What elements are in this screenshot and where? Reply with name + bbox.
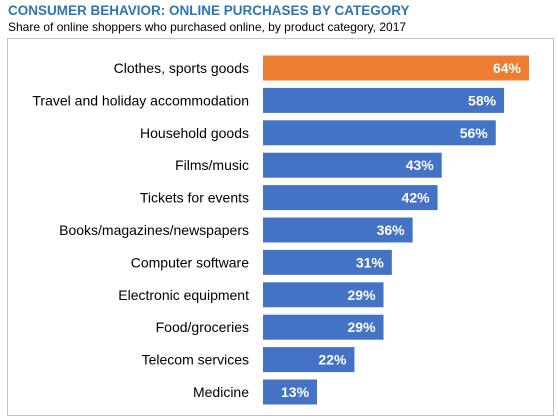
- data-label-travel-and-holiday-accommodation: 58%: [468, 92, 497, 108]
- data-label-medicine: 13%: [281, 384, 310, 400]
- bar-films-music: [263, 152, 442, 178]
- category-label-films-music: Films/music: [175, 157, 249, 173]
- bar-electronic-equipment: [263, 282, 384, 308]
- chart-frame: [7, 38, 554, 416]
- category-label-telecom-services: Telecom services: [142, 352, 249, 368]
- category-label-books-magazines-newspapers: Books/magazines/newspapers: [59, 222, 249, 238]
- bar-clothes-sports-goods: [263, 55, 529, 81]
- data-label-films-music: 43%: [406, 157, 435, 173]
- bar-telecom-services: [263, 347, 355, 373]
- data-label-food-groceries: 29%: [348, 319, 377, 335]
- category-label-tickets-for-events: Tickets for events: [140, 190, 249, 206]
- bar-books-magazines-newspapers: [263, 217, 413, 243]
- category-label-clothes-sports-goods: Clothes, sports goods: [114, 60, 249, 76]
- category-label-electronic-equipment: Electronic equipment: [118, 287, 249, 303]
- data-label-tickets-for-events: 42%: [402, 190, 431, 206]
- bar-household-goods: [263, 120, 496, 146]
- data-label-books-magazines-newspapers: 36%: [377, 222, 406, 238]
- bar-computer-software: [263, 249, 392, 275]
- chart-subtitle: Share of online shoppers who purchased o…: [8, 20, 407, 34]
- data-label-household-goods: 56%: [460, 125, 489, 141]
- category-label-medicine: Medicine: [193, 384, 249, 400]
- chart-title: CONSUMER BEHAVIOR: ONLINE PURCHASES BY C…: [8, 3, 410, 18]
- bar-travel-and-holiday-accommodation: [263, 87, 505, 113]
- bar-tickets-for-events: [263, 185, 438, 211]
- category-label-household-goods: Household goods: [140, 125, 249, 141]
- category-label-food-groceries: Food/groceries: [156, 319, 249, 335]
- data-label-computer-software: 31%: [356, 254, 385, 270]
- bar-food-groceries: [263, 314, 384, 340]
- data-label-telecom-services: 22%: [318, 352, 347, 368]
- category-label-travel-and-holiday-accommodation: Travel and holiday accommodation: [32, 92, 249, 108]
- bar-medicine: [263, 379, 318, 405]
- data-label-electronic-equipment: 29%: [348, 287, 377, 303]
- data-label-clothes-sports-goods: 64%: [493, 60, 522, 76]
- category-label-computer-software: Computer software: [131, 254, 249, 270]
